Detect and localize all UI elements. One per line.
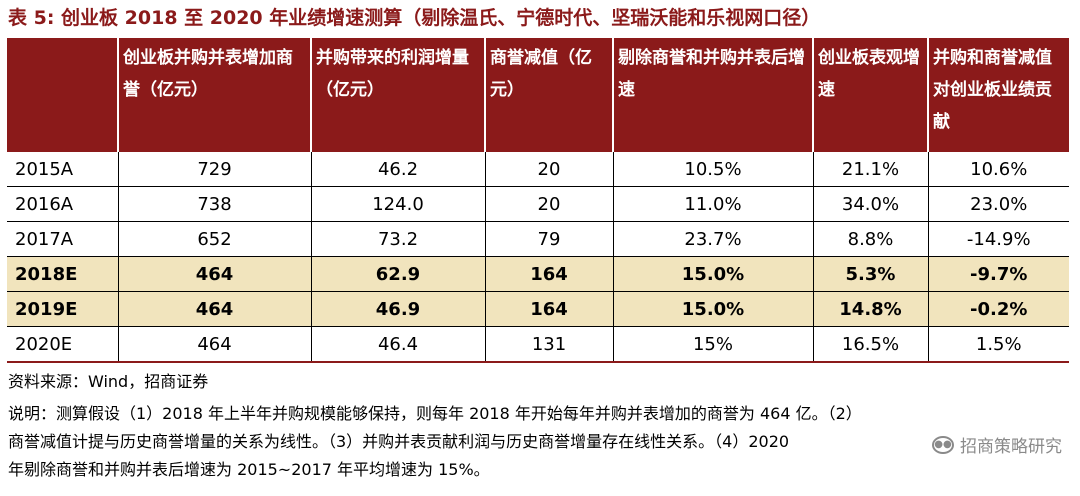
cell-profit-increment: 124.0 (310, 186, 485, 222)
cell-profit-increment: 46.2 (310, 152, 485, 187)
header-adjusted-growth: 剔除商誉和并购并表后增速 (612, 38, 813, 152)
table-row: 2017A 652 73.2 79 23.7% 8.8% -14.9% (7, 221, 1069, 257)
wechat-icon: ●● (932, 435, 954, 454)
header-contribution: 并购和商誉减值对创业板业绩贡献 (927, 38, 1069, 152)
cell-contribution: 23.0% (927, 186, 1069, 222)
cell-apparent-growth: 5.3% (812, 256, 928, 292)
cell-profit-increment: 73.2 (310, 221, 485, 257)
cell-goodwill-impairment: 164 (484, 291, 613, 327)
cell-goodwill-impairment: 131 (484, 326, 613, 363)
table-row: 2020E 464 46.4 131 15% 16.5% 1.5% (7, 326, 1069, 363)
cell-contribution: -0.2% (927, 291, 1069, 327)
cell-contribution: -14.9% (927, 221, 1069, 257)
cell-year: 2019E (7, 291, 118, 327)
cell-goodwill-impairment: 79 (484, 221, 613, 257)
cell-adjusted-growth: 10.5% (612, 152, 813, 187)
table-header-row: 创业板并购并表增加商誉（亿元） 并购带来的利润增量（亿元） 商誉减值（亿元） 剔… (7, 38, 1069, 152)
cell-goodwill-added: 729 (117, 152, 311, 187)
table-row: 2015A 729 46.2 20 10.5% 21.1% 10.6% (7, 152, 1069, 187)
header-apparent-growth: 创业板表观增速 (812, 38, 928, 152)
cell-year: 2017A (7, 221, 118, 257)
table-row-highlighted: 2018E 464 62.9 164 15.0% 5.3% -9.7% (7, 256, 1069, 292)
cell-profit-increment: 46.4 (310, 326, 485, 363)
header-goodwill-added: 创业板并购并表增加商誉（亿元） (117, 38, 311, 152)
cell-year: 2020E (7, 326, 118, 363)
cell-contribution: 1.5% (927, 326, 1069, 363)
watermark-text: 招商策略研究 (960, 437, 1062, 457)
cell-year: 2015A (7, 152, 118, 187)
cell-goodwill-added: 464 (117, 256, 311, 292)
source-note: 资料来源：Wind，招商证券 (8, 372, 209, 391)
header-profit-increment: 并购带来的利润增量（亿元） (310, 38, 485, 152)
cell-apparent-growth: 34.0% (812, 186, 928, 222)
cell-profit-increment: 46.9 (310, 291, 485, 327)
cell-apparent-growth: 8.8% (812, 221, 928, 257)
header-year (7, 38, 118, 152)
assumption-note-line-3: 年剔除商誉和并购并表后增速为 2015~2017 年平均增速为 15%。 (8, 460, 490, 479)
cell-goodwill-impairment: 20 (484, 186, 613, 222)
table-row: 2016A 738 124.0 20 11.0% 34.0% 23.0% (7, 186, 1069, 222)
cell-goodwill-added: 464 (117, 326, 311, 363)
cell-apparent-growth: 16.5% (812, 326, 928, 363)
cell-goodwill-added: 464 (117, 291, 311, 327)
table-title: 表 5: 创业板 2018 至 2020 年业绩增速测算（剔除温氏、宁德时代、坚… (8, 7, 821, 29)
assumption-note-line-2: 商誉减值计提与历史商誉增量的关系为线性。（3）并购并表贡献利润与历史商誉增量存在… (8, 432, 790, 451)
cell-adjusted-growth: 11.0% (612, 186, 813, 222)
cell-goodwill-impairment: 164 (484, 256, 613, 292)
cell-adjusted-growth: 23.7% (612, 221, 813, 257)
cell-contribution: -9.7% (927, 256, 1069, 292)
cell-goodwill-added: 652 (117, 221, 311, 257)
cell-adjusted-growth: 15.0% (612, 291, 813, 327)
cell-profit-increment: 62.9 (310, 256, 485, 292)
cell-adjusted-growth: 15% (612, 326, 813, 363)
cell-goodwill-impairment: 20 (484, 152, 613, 187)
cell-apparent-growth: 21.1% (812, 152, 928, 187)
assumption-note-line-1: 说明：测算假设（1）2018 年上半年并购规模能够保持，则每年 2018 年开始… (8, 404, 862, 423)
cell-apparent-growth: 14.8% (812, 291, 928, 327)
watermark: ●● 招商策略研究 (932, 432, 1062, 457)
cell-adjusted-growth: 15.0% (612, 256, 813, 292)
header-goodwill-impairment: 商誉减值（亿元） (484, 38, 613, 152)
cell-year: 2016A (7, 186, 118, 222)
table-row-highlighted: 2019E 464 46.9 164 15.0% 14.8% -0.2% (7, 291, 1069, 327)
cell-contribution: 10.6% (927, 152, 1069, 187)
cell-goodwill-added: 738 (117, 186, 311, 222)
cell-year: 2018E (7, 256, 118, 292)
growth-estimate-table: 创业板并购并表增加商誉（亿元） 并购带来的利润增量（亿元） 商誉减值（亿元） 剔… (7, 38, 1069, 363)
